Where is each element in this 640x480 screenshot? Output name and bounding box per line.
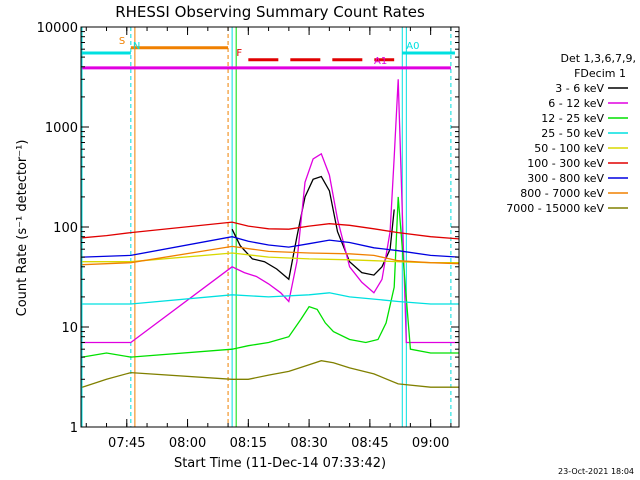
footer-date: 23-Oct-2021 18:04 (558, 467, 634, 476)
data-marks: S N F A0 A1 1 10 100 1000 10000 07:45 08:00 08:15 08:… (37, 21, 460, 451)
legend-label-25-50-kev: 25 - 50 keV (541, 127, 604, 140)
y-tick-label-4: 10000 (37, 21, 78, 36)
y-axis-label: Count Rate (s⁻¹ detector⁻¹) (15, 140, 30, 317)
annotation-label-n: N (133, 41, 140, 52)
legend-label-50-100-kev: 50 - 100 keV (534, 142, 604, 155)
plot-frame (80, 26, 460, 428)
series-line-300-800-kev (82, 236, 460, 258)
x-tick-label-5: 09:00 (412, 436, 449, 451)
annotation-label-a0: A0 (406, 41, 419, 52)
legend-label-7000-15000-kev: 7000 - 15000 keV (506, 202, 604, 215)
series-line-800-7000-kev (82, 245, 460, 266)
series-line-7000-15000-kev (81, 360, 459, 388)
y-tick-label-1: 10 (61, 321, 78, 336)
annotation-label-a1: A1 (374, 56, 387, 67)
y-tick-label-2: 100 (53, 221, 78, 236)
legend: 3 - 6 keV 6 - 12 keV 12 - 25 keV 25 - 50 ke… (506, 82, 628, 215)
legend-label-6-12-kev: 6 - 12 keV (548, 97, 604, 110)
legend-label-3-6-kev: 3 - 6 keV (555, 82, 604, 95)
legend-label-12-25-kev: 12 - 25 keV (541, 112, 604, 125)
series-line-12-25-kev (82, 196, 459, 358)
y-tick-label-0: 1 (70, 421, 78, 436)
x-tick-label-2: 08:15 (230, 436, 267, 451)
x-tick-label-0: 07:45 (108, 436, 145, 451)
series-line-100-300-kev (82, 221, 460, 240)
x-tick-label-4: 08:45 (351, 436, 388, 451)
series-line-3-6-kev (231, 175, 395, 281)
legend-label-100-300-kev: 100 - 300 keV (527, 157, 604, 170)
series-line-25-50-kev (82, 292, 459, 305)
legend-header-line-2: FDecim 1 (574, 67, 626, 80)
x-tick-label-3: 08:30 (290, 436, 327, 451)
legend-label-300-800-kev: 300 - 800 keV (527, 172, 604, 185)
annotation-label-f: F (236, 48, 242, 59)
annotation-label-s: S (119, 36, 125, 47)
legend-label-800-7000-kev: 800 - 7000 keV (520, 187, 604, 200)
legend-header-line-1: Det 1,3,6,7,9, (560, 52, 636, 65)
y-tick-label-3: 1000 (45, 121, 78, 136)
x-tick-label-1: 08:00 (169, 436, 206, 451)
chart-title: RHESSI Observing Summary Count Rates (115, 3, 425, 21)
series-line-6-12-kev (82, 79, 459, 344)
x-axis-label: Start Time (11-Dec-14 07:33:42) (174, 456, 386, 471)
